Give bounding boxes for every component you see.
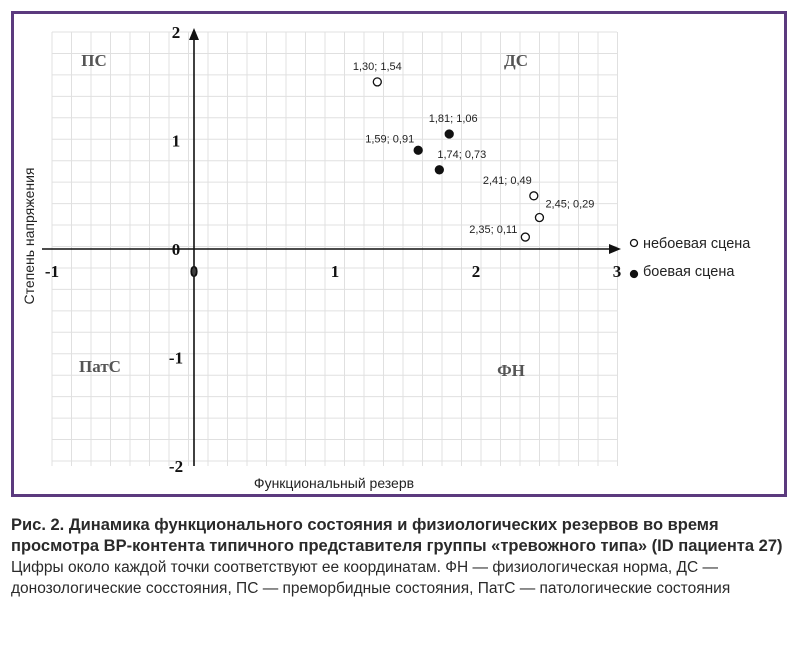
y-tick-label: 0 (172, 240, 181, 259)
quadrant-labels: ПС ДС ПатС ФН (79, 51, 528, 380)
point-combat (413, 145, 423, 155)
y-axis-label: Степень напряжения (21, 167, 37, 304)
point-label: 1,81; 1,06 (429, 113, 478, 125)
axes (42, 28, 621, 466)
legend-marker-open (629, 238, 639, 248)
scatter-chart: -1 0 1 2 3 2 1 0 -1 -2 ПС ДС ПатС ФН 1,30; 1,54 2,41;… (21, 23, 751, 491)
point-label: 2,41; 0,49 (483, 175, 532, 187)
data-points: 1,30; 1,54 2,41; 0,49 2,45; 0,29 2,35; 0,11… (353, 61, 594, 242)
y-axis-arrow (189, 28, 199, 40)
quadrant-label-top-right: ДС (504, 51, 528, 70)
legend: небоевая сцена боевая сцена (629, 236, 751, 280)
quadrant-label-bottom-left: ПатС (79, 357, 121, 376)
x-axis-arrow (609, 244, 621, 254)
chart-frame: -1 0 1 2 3 2 1 0 -1 -2 ПС ДС ПатС ФН 1,30; 1,54 2,41;… (11, 11, 787, 497)
point-combat (444, 129, 454, 139)
point-non-combat (372, 77, 382, 87)
quadrant-label-bottom-right: ФН (497, 361, 525, 380)
point-non-combat (529, 191, 539, 201)
y-tick-label: 2 (172, 23, 181, 42)
y-tick-label: -2 (169, 457, 183, 476)
legend-entry: небоевая сцена (643, 236, 751, 252)
point-label: 1,59; 0,91 (365, 133, 414, 145)
point-label: 1,74; 0,73 (437, 149, 486, 161)
tick-labels: -1 0 1 2 3 2 1 0 -1 -2 (45, 23, 621, 476)
x-tick-label: 0 (190, 262, 199, 281)
figure-caption: Рис. 2. Динамика функционального состоян… (11, 515, 793, 599)
y-tick-label: 1 (172, 132, 181, 151)
x-tick-label: 3 (613, 262, 622, 281)
x-tick-label: -1 (45, 262, 59, 281)
x-tick-label: 1 (331, 262, 340, 281)
caption-text: Цифры около каждой точки соответствуют е… (11, 559, 731, 597)
quadrant-label-top-left: ПС (81, 51, 107, 70)
point-label: 2,35; 0,11 (469, 224, 517, 236)
caption-title: Рис. 2. Динамика функционального состоян… (11, 516, 783, 555)
y-tick-label: -1 (169, 349, 183, 368)
point-label: 1,30; 1,54 (353, 61, 402, 73)
point-non-combat (534, 212, 545, 223)
legend-marker-filled (629, 269, 639, 279)
point-label: 2,45; 0,29 (545, 199, 594, 211)
x-tick-label: 2 (472, 262, 481, 281)
x-axis-label: Функциональный резерв (254, 475, 414, 491)
point-combat (434, 165, 444, 175)
legend-entry: боевая сцена (643, 264, 735, 280)
point-non-combat (520, 232, 531, 242)
